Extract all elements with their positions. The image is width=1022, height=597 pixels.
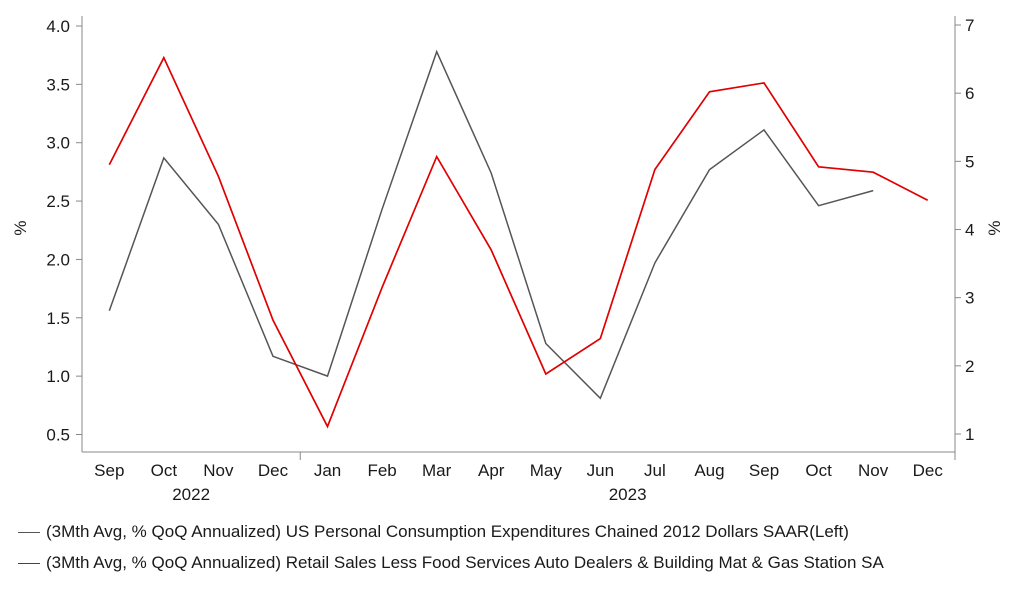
legend-item-retail: (3Mth Avg, % QoQ Annualized) Retail Sale… [18, 553, 884, 573]
legend-swatch-pce [18, 532, 40, 534]
x-tick-label: Oct [151, 461, 178, 480]
year-label-2022: 2022 [172, 485, 210, 504]
left-tick-label: 2.5 [46, 192, 70, 211]
right-tick-label: 4 [965, 221, 974, 240]
legend-swatch-retail [18, 563, 40, 565]
right-tick-label: 7 [965, 16, 974, 35]
left-tick-label: 2.0 [46, 250, 70, 269]
x-tick-label: Feb [367, 461, 396, 480]
left-tick-label: 3.0 [46, 134, 70, 153]
right-tick-label: 6 [965, 84, 974, 103]
x-tick-label: Nov [858, 461, 889, 480]
x-tick-label: Sep [94, 461, 124, 480]
x-tick-label: Dec [258, 461, 289, 480]
x-tick-label: Sep [749, 461, 779, 480]
right-axis-label: % [985, 220, 1004, 235]
left-tick-label: 4.0 [46, 17, 70, 36]
x-tick-label: Jan [314, 461, 341, 480]
right-tick-label: 2 [965, 357, 974, 376]
x-tick-label: Aug [694, 461, 724, 480]
x-tick-label: Oct [805, 461, 832, 480]
left-tick-label: 1.5 [46, 309, 70, 328]
right-tick-label: 5 [965, 152, 974, 171]
series-line-pce [108, 49, 874, 400]
right-tick-label: 3 [965, 289, 974, 308]
x-tick-label: Mar [422, 461, 452, 480]
x-tick-label: Nov [203, 461, 234, 480]
x-axis: Sep Oct Nov Dec Jan Feb Mar Apr May Jun Jul Aug Sep O… [82, 451, 956, 504]
x-tick-label: Jun [587, 461, 614, 480]
left-axis-label: % [11, 220, 30, 235]
x-tick-label: Jul [644, 461, 666, 480]
left-tick-label: 3.5 [46, 75, 70, 94]
series-lines [108, 49, 929, 429]
left-tick-label: 0.5 [46, 426, 70, 445]
right-axis: 1 2 3 4 5 6 7 [954, 16, 974, 452]
x-tick-label: May [530, 461, 563, 480]
legend-item-pce: (3Mth Avg, % QoQ Annualized) US Personal… [18, 522, 849, 542]
legend-label-pce: (3Mth Avg, % QoQ Annualized) US Personal… [46, 522, 849, 541]
year-label-2023: 2023 [609, 485, 647, 504]
x-tick-label: Dec [913, 461, 944, 480]
left-tick-label: 1.0 [46, 367, 70, 386]
x-tick-label: Apr [478, 461, 505, 480]
legend-label-retail: (3Mth Avg, % QoQ Annualized) Retail Sale… [46, 553, 884, 572]
series-line-retail-sales [108, 55, 929, 429]
right-tick-label: 1 [965, 425, 974, 444]
left-axis: 0.5 1.0 1.5 2.0 2.5 3.0 3.5 4.0 [46, 16, 83, 452]
